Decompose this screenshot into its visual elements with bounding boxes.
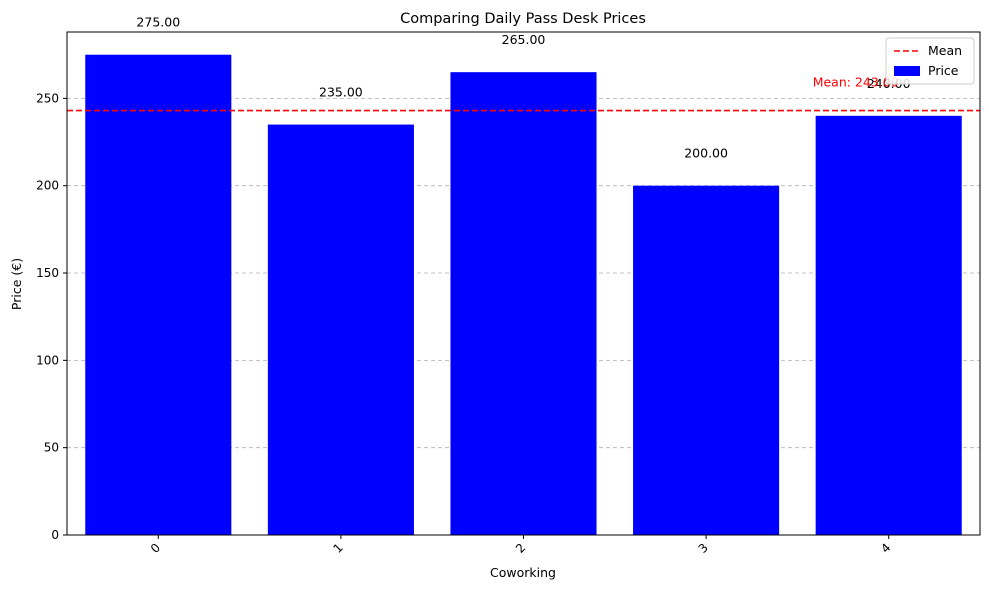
x-tick-label: 1	[330, 541, 345, 556]
y-tick-label: 150	[36, 266, 59, 280]
mean-line-group: Mean: 243.00	[67, 75, 980, 112]
x-tick-label: 2	[513, 541, 528, 556]
chart-title: Comparing Daily Pass Desk Prices	[400, 11, 646, 27]
bar-3	[633, 185, 780, 535]
bar-1	[267, 124, 414, 535]
bar-0	[85, 54, 232, 535]
y-tick-label: 200	[36, 179, 59, 193]
value-label: 265.00	[502, 32, 546, 47]
x-axis-ticks: 0 1 2 3 4	[148, 535, 894, 556]
y-tick-label: 0	[51, 528, 59, 542]
x-axis-label: Coworking	[490, 565, 556, 580]
bar-4	[815, 115, 962, 535]
value-label: 235.00	[319, 85, 363, 100]
legend-label: Mean	[928, 43, 962, 58]
x-tick-label: 4	[878, 541, 893, 556]
mean-label: Mean: 243.00	[813, 75, 899, 90]
y-axis-label: Price (€)	[9, 258, 24, 310]
legend-swatch-patch	[894, 66, 920, 76]
y-tick-label: 50	[44, 441, 59, 455]
x-tick-label: 0	[148, 541, 163, 556]
y-axis-ticks: 0 50 100 150 200 250	[36, 91, 67, 542]
y-tick-label: 100	[36, 353, 59, 367]
value-label: 200.00	[684, 146, 728, 161]
y-tick-label: 250	[36, 91, 59, 105]
legend: Mean Price	[885, 37, 975, 85]
x-tick-label: 3	[696, 541, 711, 556]
value-label: 275.00	[136, 15, 180, 30]
bar-2	[450, 72, 597, 535]
legend-label: Price	[928, 63, 959, 78]
bars	[85, 54, 962, 535]
